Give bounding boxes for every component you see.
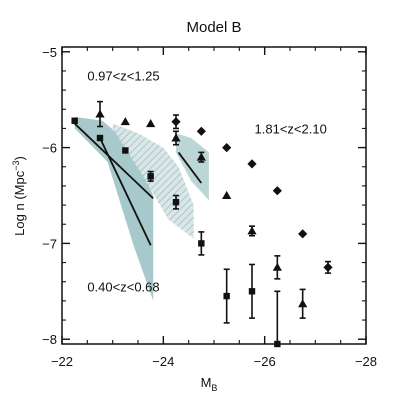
data-points xyxy=(71,100,333,348)
triangle-point xyxy=(120,117,130,126)
diamond-point xyxy=(247,159,257,169)
diamond-point xyxy=(272,186,282,196)
y-tick-label: −6 xyxy=(42,141,57,156)
square-point xyxy=(71,117,78,124)
x-axis-label-main: M xyxy=(201,375,212,390)
model-line-1 xyxy=(74,122,154,200)
model-lines xyxy=(74,122,203,246)
x-tick-label: −22 xyxy=(51,354,73,369)
y-tick-label: −8 xyxy=(42,332,57,347)
redshift-annotation: 1.81<z<2.10 xyxy=(255,121,327,136)
diamond-point xyxy=(323,262,333,272)
y-axis-label: Log n (Mpc−3) xyxy=(11,156,27,236)
diamond-point xyxy=(171,117,181,127)
x-axis-label-sub: B xyxy=(211,383,217,393)
triangle-point xyxy=(171,133,181,142)
y-axis-label-main: Log n (Mpc xyxy=(12,170,27,236)
x-axis-label: MB xyxy=(201,375,218,393)
x-tick-label: −28 xyxy=(355,354,377,369)
y-tick-label: −5 xyxy=(42,45,57,60)
x-tick-label: −26 xyxy=(254,354,276,369)
square-point xyxy=(172,199,180,206)
redshift-annotation: 0.97<z<1.25 xyxy=(87,69,159,84)
y-axis-label-close: ) xyxy=(12,156,27,160)
triangle-point xyxy=(272,262,282,271)
triangle-point xyxy=(196,152,206,161)
triangle-point xyxy=(222,190,232,199)
square-point xyxy=(147,173,154,180)
model-line-3 xyxy=(177,151,203,184)
model-line-2 xyxy=(99,137,152,246)
diamond-point xyxy=(196,126,206,136)
diamond-point xyxy=(298,229,308,239)
square-point xyxy=(248,288,256,295)
square-point xyxy=(198,240,205,247)
chart-title: Model B xyxy=(186,19,241,36)
model-band-3 xyxy=(176,133,209,201)
square-point xyxy=(223,292,230,300)
triangle-point xyxy=(146,119,156,128)
triangle-point xyxy=(95,109,105,118)
plot-frame xyxy=(61,46,367,345)
annotations: 0.97<z<1.25 1.81<z<2.10 0.40<z<0.68 xyxy=(87,69,326,295)
redshift-annotation: 0.40<z<0.68 xyxy=(87,280,159,295)
square-point xyxy=(122,147,129,154)
model-bands xyxy=(74,116,209,301)
model-band-1 xyxy=(74,116,154,301)
y-axis-label-sup: −3 xyxy=(11,161,21,171)
x-tick-label: −24 xyxy=(152,354,174,369)
diamond-point xyxy=(222,142,232,153)
triangle-point xyxy=(247,226,257,235)
square-point xyxy=(96,134,104,142)
triangle-point xyxy=(298,299,308,308)
y-tick-label: −7 xyxy=(42,236,57,251)
axis-ticks: −22 −24 −26 −28 −8 −7 −6 −5 xyxy=(42,45,377,369)
